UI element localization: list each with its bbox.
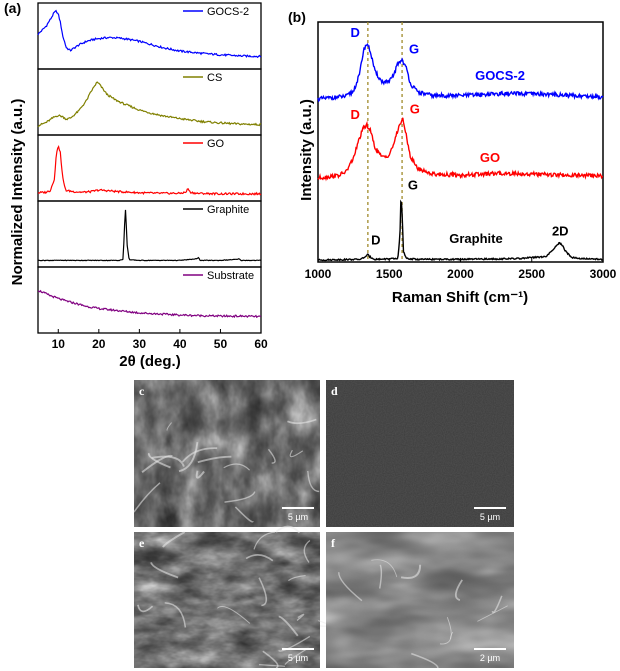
sem-wrinkle-highlight [491, 595, 503, 614]
sem-wrinkle-highlight [141, 454, 173, 474]
sem-wrinkle-highlight [288, 575, 306, 582]
sem-wrinkle-highlight [223, 463, 251, 471]
xrd-x-tick-label-30: 30 [133, 337, 147, 351]
sem-wrinkle-highlight [289, 449, 304, 458]
sem-wrinkle-highlight [195, 470, 205, 479]
sem-wrinkle-highlight [178, 441, 199, 473]
raman-x-tick-label-2000: 2000 [447, 267, 474, 281]
raman-series-label-go: GO [480, 150, 500, 165]
xrd-x-axis-label: 2θ (deg.) [119, 353, 180, 370]
panel-b-label: (b) [288, 9, 306, 25]
xrd-x-tick-label-10: 10 [52, 337, 66, 351]
sem-wrinkle-highlight [303, 539, 311, 563]
xrd-legend-cs-label: CS [207, 72, 222, 84]
xrd-series-go-line [37, 144, 262, 196]
sem-wrinkle-highlight [147, 452, 171, 469]
sem-wrinkle-highlight [181, 447, 218, 463]
sem-wrinkle-highlight [267, 448, 276, 464]
sem-e-scale-label: 5 µm [288, 653, 308, 663]
raman-peak-label-gocs-2-d: D [350, 25, 359, 40]
sem-e-letter: e [139, 536, 145, 550]
sem-wrinkle-highlight [224, 491, 256, 503]
sem-wrinkle-highlight [166, 422, 172, 431]
sem-d-letter: d [331, 384, 338, 398]
sem-f-scale-label: 2 µm [480, 653, 500, 663]
sem-wrinkle-highlight [477, 605, 508, 622]
xrd-x-tick-label-40: 40 [173, 337, 187, 351]
xrd-series-graphite-line [37, 209, 262, 262]
raman-plot: D G D G D G 2D GOCS-2 GO Graphite 1000 1500 2000 2500… [305, 22, 617, 281]
raman-series-gocs-2-line [317, 43, 604, 103]
panel-a-label: (a) [4, 0, 21, 16]
xrd-x-tick-label-60: 60 [254, 337, 268, 351]
sem-panel-f: f 2 µm [326, 532, 514, 669]
sem-wrinkle-highlight [258, 577, 267, 607]
sem-wrinkle-highlight [151, 455, 185, 467]
sem-f-letter: f [331, 536, 336, 550]
xrd-y-axis-label: Normalized Intensity (a.u.) [9, 99, 26, 286]
sem-wrinkle-highlight [275, 525, 301, 534]
xrd-series-cs-line [37, 81, 262, 128]
sem-panel-d: d 5 µm [326, 380, 514, 527]
raman-series-go-line [317, 117, 604, 182]
sem-wrinkle-highlight [307, 470, 320, 493]
sem-wrinkle-highlight [378, 564, 383, 589]
sem-wrinkle-highlight [133, 482, 161, 513]
raman-x-axis-label: Raman Shift (cm⁻¹) [392, 289, 528, 306]
sem-panel-e: e 5 µm [134, 525, 330, 669]
xrd-legend-go-label: GO [207, 138, 225, 150]
sem-wrinkle-highlight [217, 606, 251, 624]
raman-peak-label-gocs-2-g: G [409, 42, 419, 57]
sem-wrinkle-highlight [262, 650, 279, 669]
xrd-legend-gocs-2-label: GOCS-2 [207, 6, 249, 18]
raman-x-tick-label-3000: 3000 [590, 267, 617, 281]
raman-y-axis-label: Intensity (a.u.) [298, 99, 315, 201]
raman-x-tick-label-1000: 1000 [305, 267, 332, 281]
xrd-stack: GOCS-2 CS GO Graphite Substrate 10 20 30 40 50 60 [37, 2, 268, 351]
sem-wrinkle-highlight [371, 559, 398, 578]
sem-wrinkle-highlight [164, 602, 187, 628]
raman-peak-label-graphite-d: D [371, 233, 380, 248]
raman-x-tick-label-1500: 1500 [376, 267, 403, 281]
sem-wrinkle-highlight [245, 554, 274, 562]
sem-c-scale-label: 5 µm [288, 512, 308, 522]
sem-panel-c: c 5 µm [133, 380, 320, 527]
raman-peak-label-graphite-2d: 2D [552, 224, 569, 239]
sem-wrinkle-highlight [439, 617, 452, 645]
raman-series-label-gocs-2: GOCS-2 [475, 68, 525, 83]
sem-wrinkle-highlight [455, 579, 463, 601]
xrd-panel-substrate-frame [37, 266, 262, 334]
sem-wrinkle-highlight [197, 455, 232, 464]
sem-wrinkle-highlight [137, 604, 154, 613]
xrd-series-gocs-2-line [37, 9, 262, 59]
xrd-x-tick-label-50: 50 [214, 337, 228, 351]
raman-series-label-graphite: Graphite [449, 231, 502, 246]
sem-wrinkle-highlight [150, 562, 179, 579]
sem-wrinkle-highlight [400, 564, 422, 579]
raman-peak-label-go-g: G [410, 102, 420, 117]
xrd-legend-substrate-label: Substrate [207, 270, 254, 282]
raman-peak-label-go-d: D [350, 107, 359, 122]
sem-wrinkle-highlight [287, 418, 317, 425]
sem-wrinkle-highlight [253, 531, 276, 550]
sem-wrinkle-highlight [338, 572, 363, 602]
sem-wrinkle-highlight [162, 531, 186, 548]
sem-c-letter: c [139, 384, 145, 398]
sem-wrinkle-highlight [411, 652, 439, 669]
sem-d-scale-label: 5 µm [480, 512, 500, 522]
sem-wrinkle-highlight [296, 613, 305, 622]
xrd-legend-graphite-label: Graphite [207, 204, 249, 216]
sem-wrinkle-highlight [234, 506, 254, 523]
raman-peak-label-graphite-g: G [408, 177, 418, 192]
xrd-series-substrate-line [37, 289, 262, 319]
xrd-panel-cs-frame [37, 68, 262, 136]
sem-wrinkle-highlight [278, 615, 299, 637]
raman-x-tick-label-2500: 2500 [518, 267, 545, 281]
xrd-x-tick-label-20: 20 [92, 337, 106, 351]
